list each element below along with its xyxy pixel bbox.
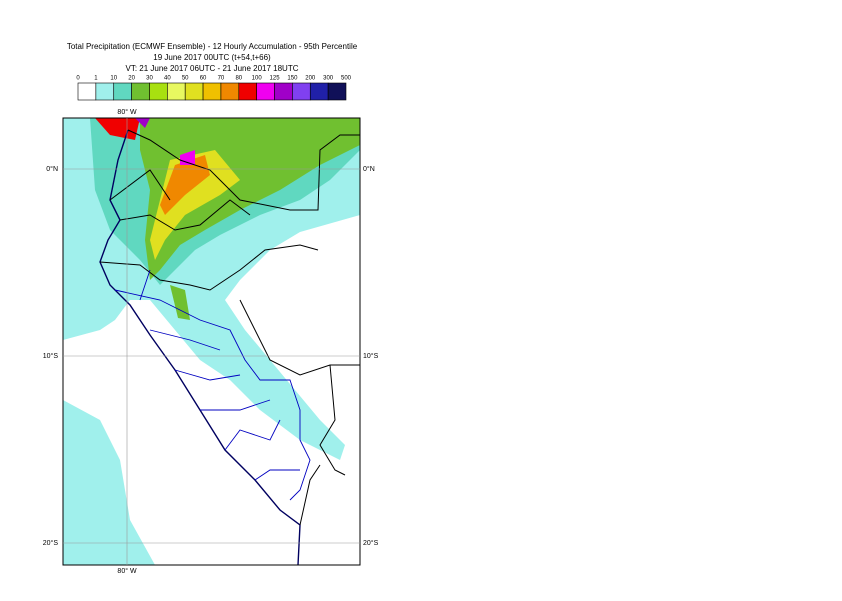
title: Total Precipitation (ECMWF Ensemble) - 1… (67, 42, 358, 51)
colorbar-box (274, 82, 293, 101)
colorbar-label: 60 (200, 76, 207, 82)
colorbar-label: 200 (305, 76, 316, 82)
colorbar-label: 80 (235, 76, 242, 82)
colorbar-box (149, 82, 168, 101)
colorbar-box (113, 82, 132, 101)
colorbar-label: 300 (323, 76, 334, 82)
lon-label: 80° W (117, 567, 137, 575)
colorbar-label: 100 (252, 76, 263, 82)
colorbar-label: 500 (341, 76, 352, 82)
colorbar-box (292, 82, 311, 101)
lat-label: 0°N (46, 165, 58, 173)
map: 80° W 80° W 0°N 0°N 10°S 10°S 20°S 20°S (43, 108, 379, 575)
colorbar-label: 20 (128, 76, 135, 82)
colorbar-label: 0 (76, 76, 80, 82)
colorbar-label: 10 (110, 76, 117, 82)
colorbar-box (202, 82, 222, 101)
colorbar-label: 70 (218, 76, 225, 82)
colorbar-label: 50 (182, 76, 189, 82)
colorbar-label: 125 (270, 76, 281, 82)
colorbar-box (238, 82, 257, 101)
colorbar-label: 40 (164, 76, 171, 82)
subtitle: VT: 21 June 2017 06UTC - 21 June 2017 18… (126, 64, 299, 73)
lon-label: 80° W (117, 108, 137, 116)
colorbar-label: 150 (287, 76, 298, 82)
lat-label: 0°N (363, 165, 375, 173)
colorbar-box (77, 82, 97, 101)
colorbar-box (184, 82, 204, 101)
colorbar-box (131, 82, 150, 101)
colorbar-box (309, 82, 329, 101)
colorbar-box (220, 82, 240, 101)
colorbar-box (95, 82, 115, 101)
colorbar-box (327, 82, 347, 101)
lat-label: 20°S (43, 539, 59, 547)
colorbar-label: 30 (146, 76, 153, 82)
colorbar: 0 1 10 20 30 40 50 60 70 80 100 125 150 200 300 500 (76, 76, 352, 101)
colorbar-box (256, 82, 275, 101)
subtitle: 19 June 2017 00UTC (t+54,t+66) (153, 53, 271, 62)
lat-label: 20°S (363, 539, 379, 547)
colorbar-box (167, 82, 186, 101)
colorbar-label: 1 (94, 76, 98, 82)
lat-label: 10°S (363, 352, 379, 360)
lat-label: 10°S (43, 352, 59, 360)
